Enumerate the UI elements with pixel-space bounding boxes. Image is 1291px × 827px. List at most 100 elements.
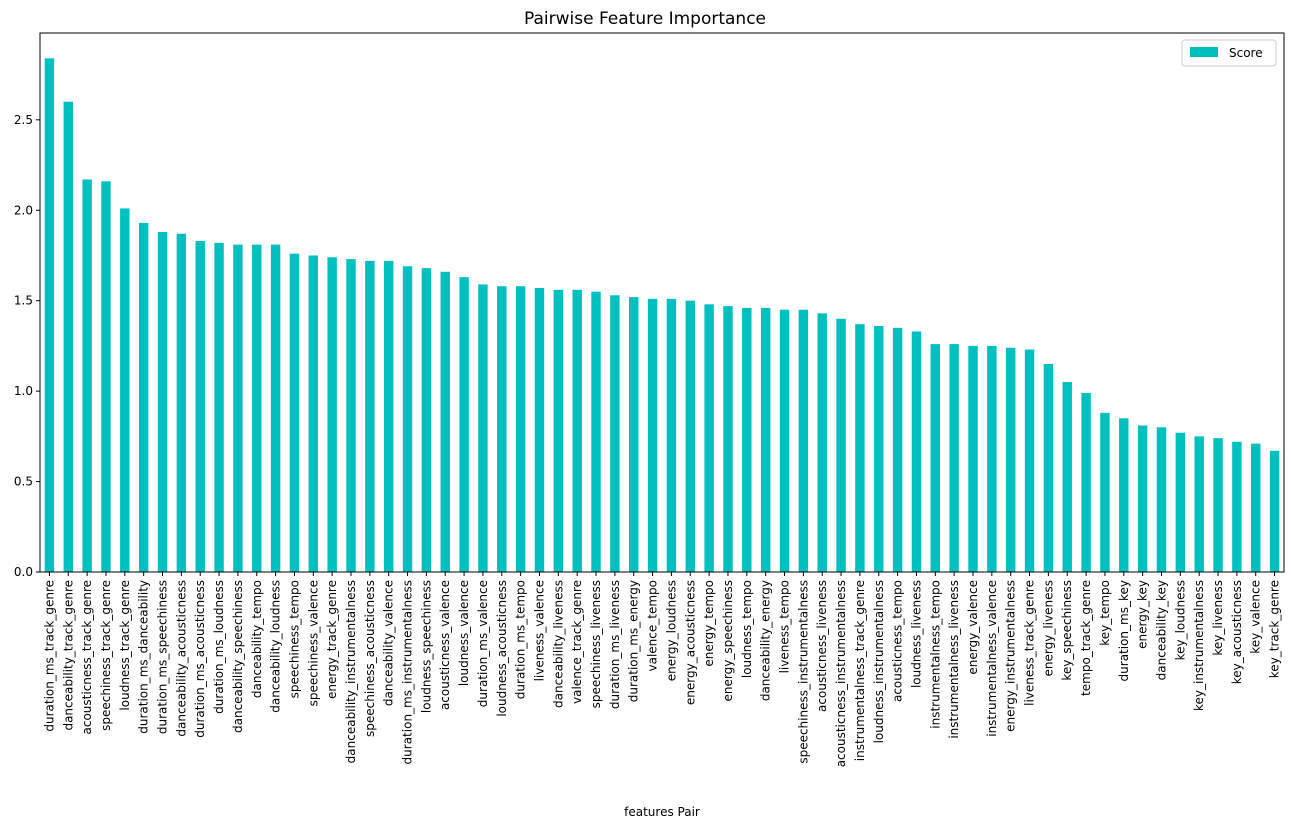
y-tick-label: 2.0 (14, 203, 33, 217)
bar-instrumentalness-valence (987, 345, 997, 572)
x-tick-label: duration_ms_valence (476, 580, 490, 707)
bar-energy-valence (968, 345, 978, 572)
bar-instrumentalness-liveness (949, 344, 959, 572)
x-tick-label: instrumentalness_valence (985, 580, 999, 737)
x-tick-label: danceability_loudness (269, 580, 283, 713)
bar-acousticness-instrumentalness (836, 318, 846, 572)
bar-acousticness-tempo (892, 327, 903, 572)
x-tick-label: energy_liveness (1041, 580, 1055, 676)
bar-acousticness-track-genre (82, 179, 92, 572)
x-tick-label: key_valence (1249, 580, 1263, 654)
x-tick-label: danceability_acousticness (174, 580, 188, 737)
bar-energy-track-genre (327, 257, 337, 572)
bars-group (44, 58, 1280, 573)
bar-liveness-tempo (779, 309, 790, 572)
x-tick-label: duration_ms_instrumentalness (401, 580, 415, 764)
legend[interactable]: Score (1181, 39, 1277, 67)
y-tick-label: 2.5 (14, 113, 33, 127)
x-tick-label: tempo_track_genre (1079, 580, 1093, 696)
bar-key-track-genre (1269, 450, 1280, 572)
x-tick-label: acousticness_instrumentalness (834, 580, 848, 767)
x-tick-label: duration_ms_acousticness (193, 580, 207, 738)
bar-duration-ms-acousticness (195, 241, 205, 572)
x-tick-label: loudness_speechiness (419, 580, 433, 713)
bar-key-valence (1251, 443, 1261, 572)
bar-acousticness-valence (440, 271, 450, 572)
x-tick-label: speechiness_instrumentalness (796, 580, 810, 764)
x-tick-label: valence_tempo (646, 580, 660, 672)
x-tick-label: instrumentalness_tempo (928, 580, 942, 729)
bar-duration-ms-track-genre (44, 58, 55, 572)
x-tick-label: energy_valence (966, 580, 980, 675)
x-tick-label: energy_acousticness (683, 580, 697, 705)
x-tick-label: liveness_valence (532, 580, 546, 681)
bar-speechiness-track-genre (101, 181, 111, 572)
chart-title: Pairwise Feature Importance (524, 9, 766, 29)
x-axis-label: features Pair (624, 805, 700, 819)
x-tick-label: acousticness_valence (438, 580, 452, 710)
legend-box (1181, 39, 1277, 67)
bar-duration-ms-liveness (610, 295, 620, 572)
x-tick-label: acousticness_liveness (815, 580, 829, 712)
x-tick-label: instrumentalness_track_genre (853, 580, 867, 761)
bar-energy-speechiness (723, 306, 733, 572)
y-tick-label: 1.5 (14, 294, 33, 308)
bar-loudness-track-genre (120, 208, 130, 572)
x-tick-label: danceability_energy (759, 580, 773, 701)
x-tick-label: loudness_track_genre (118, 580, 132, 711)
bar-speechiness-tempo (289, 253, 300, 572)
x-tick-label: duration_ms_track_genre (42, 580, 56, 732)
x-tick-label: liveness_tempo (778, 580, 792, 673)
x-tick-label: liveness_track_genre (1023, 580, 1037, 706)
y-axis: 0.0 0.5 1.0 1.5 2.0 2.5 (14, 113, 40, 579)
x-tick-label: danceability_key (1154, 580, 1168, 680)
bar-instrumentalness-tempo (930, 344, 941, 572)
x-tick-label: energy_track_genre (325, 580, 339, 699)
bar-energy-instrumentalness (1005, 347, 1016, 572)
bar-key-speechiness (1062, 382, 1072, 572)
bar-duration-ms-loudness (214, 242, 224, 572)
bar-duration-ms-danceability (138, 222, 149, 573)
bar-danceability-track-genre (63, 101, 73, 572)
x-tick-label: key_speechiness (1060, 580, 1074, 681)
bar-key-tempo (1100, 412, 1110, 572)
x-tick-label: speechiness_liveness (589, 580, 603, 708)
x-tick-label: danceability_instrumentalness (344, 580, 358, 763)
y-tick-label: 0.0 (14, 565, 33, 579)
x-tick-label: key_liveness (1211, 580, 1225, 656)
x-tick-label: key_track_genre (1268, 580, 1282, 678)
x-tick-label: energy_instrumentalness (1004, 580, 1018, 732)
bar-loudness-speechiness (421, 268, 432, 572)
x-tick-label: duration_ms_liveness (608, 580, 622, 709)
x-tick-label: speechiness_track_genre (99, 580, 113, 731)
bar-danceability-speechiness (233, 244, 243, 572)
x-tick-label: duration_ms_speechiness (156, 580, 170, 734)
x-tick-label: loudness_instrumentalness (872, 580, 886, 743)
bar-valence-track-genre (572, 289, 582, 572)
bar-duration-ms-key (1119, 418, 1129, 572)
bar-key-liveness (1213, 438, 1223, 572)
bar-danceability-liveness (553, 289, 564, 572)
bar-instrumentalness-track-genre (855, 324, 865, 572)
plot-frame (39, 32, 1285, 573)
bar-energy-key (1137, 425, 1148, 572)
x-tick-label: duration_ms_loudness (212, 580, 226, 714)
bar-energy-liveness (1043, 364, 1054, 572)
x-tick-label: energy_loudness (664, 580, 678, 681)
bar-key-loudness (1175, 432, 1186, 572)
bar-loudness-instrumentalness (874, 326, 884, 572)
x-tick-label: danceability_speechiness (231, 580, 245, 733)
bar-energy-loudness (666, 298, 677, 572)
y-tick-label: 0.5 (14, 475, 33, 489)
legend-swatch (1190, 47, 1218, 57)
x-tick-label: danceability_liveness (551, 580, 565, 708)
bar-duration-ms-tempo (515, 286, 526, 572)
x-tick-label: duration_ms_danceability (137, 580, 151, 734)
bar-speechiness-acousticness (365, 260, 375, 572)
x-tick-label: instrumentalness_liveness (947, 580, 961, 739)
bar-danceability-key (1156, 427, 1167, 572)
x-tick-label: loudness_acousticness (495, 580, 509, 717)
x-tick-label: duration_ms_energy (627, 580, 641, 702)
bar-danceability-loudness (270, 244, 281, 572)
